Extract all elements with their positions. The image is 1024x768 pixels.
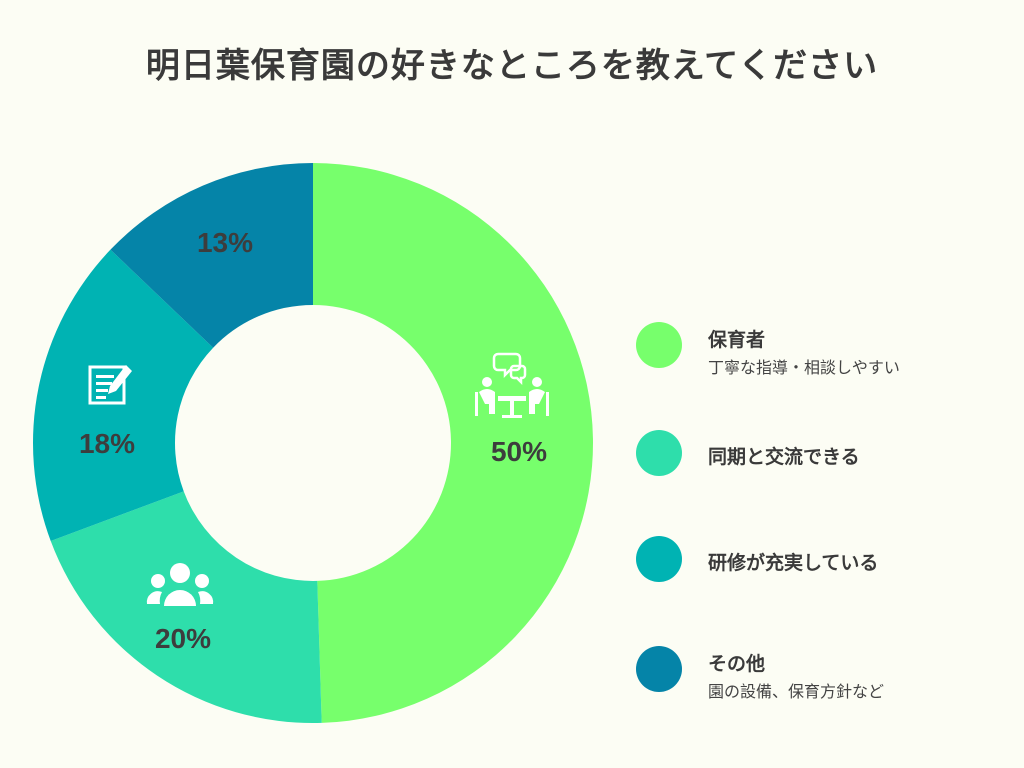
meeting-icon	[475, 352, 549, 418]
legend-label: 研修が充実している	[708, 552, 879, 574]
legend-swatch	[636, 536, 682, 582]
legend-swatch	[636, 430, 682, 476]
legend-swatch	[636, 322, 682, 368]
legend-item-hoikusha: 保育者 丁寧な指導・相談しやすい	[636, 322, 1016, 382]
legend-item-douki: 同期と交流できる	[636, 430, 1016, 490]
legend-item-sonota: その他 園の設備、保育方針など	[636, 646, 1016, 706]
legend-label: その他	[708, 653, 766, 675]
group-icon	[146, 563, 214, 606]
legend-swatch	[636, 646, 682, 692]
slice-douki	[50, 491, 322, 723]
legend-description: 丁寧な指導・相談しやすい	[708, 358, 900, 377]
legend-label: 保育者	[708, 329, 766, 351]
legend-item-kenshu: 研修が充実している	[636, 536, 1016, 596]
data-label: 13%	[197, 227, 253, 258]
slice-sonota	[110, 163, 313, 348]
data-label: 18%	[79, 428, 135, 459]
chart-title: 明日葉保育園の好きなところを教えてください	[145, 46, 879, 86]
document-edit-icon	[88, 365, 132, 405]
data-label: 50%	[491, 436, 547, 467]
legend-label: 同期と交流できる	[708, 446, 860, 468]
legend-description: 園の設備、保育方針など	[708, 682, 885, 701]
slice-hoikusha	[313, 163, 594, 723]
data-label: 20%	[155, 623, 211, 654]
